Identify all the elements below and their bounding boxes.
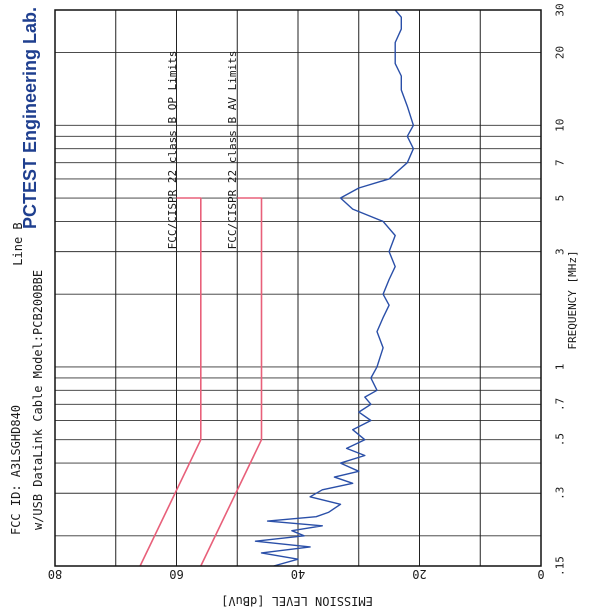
y-tick-label: 40 [291, 567, 305, 581]
av-limit-annotation: FCC/CISPR 22 class B AV Limits [226, 51, 239, 250]
emission-trace [254, 9, 415, 567]
x-tick-label: 3 [554, 248, 567, 255]
y-tick-label: 80 [48, 567, 62, 581]
y-tick-label: 0 [537, 567, 544, 581]
x-tick-label: .7 [554, 398, 567, 411]
av-limit-line [200, 197, 263, 567]
line-label: Line B [11, 222, 25, 265]
y-tick-labels: 0 20 40 60 80 [48, 567, 545, 581]
qp-limit-annotation: FCC/CISPR 22 class B QP Limits [166, 51, 179, 250]
y-tick-label: 20 [412, 567, 426, 581]
plot-frame [54, 9, 542, 567]
x-tick-label: 20 [554, 46, 567, 59]
x-tick-label: .15 [554, 556, 567, 576]
x-tick-label: .3 [554, 487, 567, 500]
y-axis-label: EMISSION LEVEL [dBuV] [221, 594, 373, 608]
qp-limit-line [139, 197, 202, 567]
x-tick-label: 5 [554, 195, 567, 202]
fcc-id-label: FCC ID: A3LSGHD840 [9, 405, 23, 535]
x-tick-label: 10 [554, 119, 567, 132]
x-tick-labels: .15 .3 .5 .7 1 3 5 7 10 20 30 [554, 3, 567, 576]
lab-logo: PCTEST Engineering Lab. [20, 7, 40, 229]
grid-layer [54, 9, 542, 567]
y-tick-label: 60 [169, 567, 183, 581]
x-tick-label: 7 [554, 159, 567, 166]
x-tick-label: 1 [554, 364, 567, 371]
x-tick-label: .5 [554, 433, 567, 446]
series-layer [139, 9, 415, 567]
model-line-label: w/USB DataLink Cable Model:PCB200BBE [31, 270, 45, 530]
x-tick-label: 30 [554, 3, 567, 16]
x-axis-label: FREQUENCY [MHz] [566, 250, 579, 349]
